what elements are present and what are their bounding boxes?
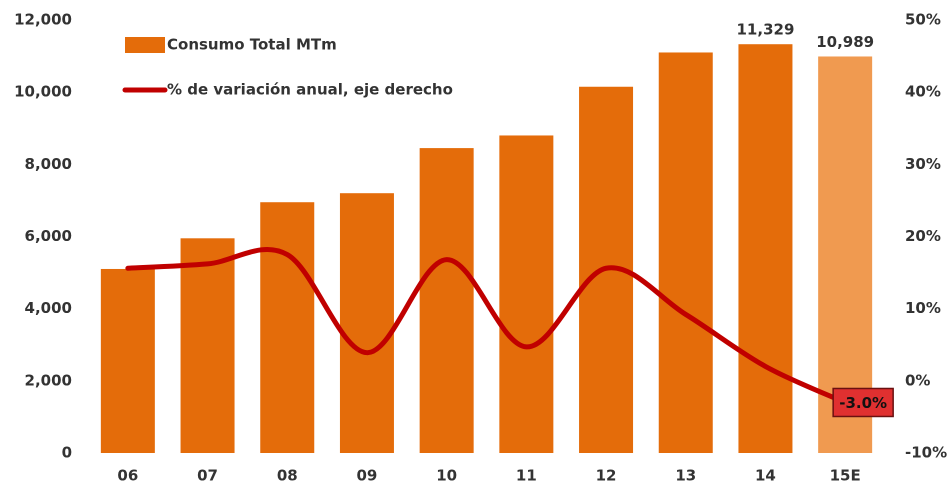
data-label: -3.0% (839, 394, 887, 412)
bar (260, 202, 315, 453)
data-label: 10,989 (816, 33, 874, 51)
y2-tick-label: -10% (905, 444, 947, 462)
y-tick-label: 2,000 (25, 371, 72, 389)
bar (658, 52, 713, 453)
bar (100, 268, 155, 453)
x-tick-label: 14 (755, 467, 776, 485)
bar (818, 56, 873, 453)
data-label-box (832, 387, 894, 418)
x-tick-label: 15E (830, 467, 861, 485)
bar (499, 135, 554, 453)
y-tick-label: 6,000 (25, 227, 72, 245)
y2-tick-label: 40% (905, 83, 941, 101)
bar (419, 148, 474, 454)
legend-label: % de variación anual, eje derecho (167, 81, 453, 99)
x-tick-label: 11 (516, 467, 537, 485)
y2-tick-label: 10% (905, 299, 941, 317)
x-tick-label: 10 (436, 467, 457, 485)
x-tick-label: 13 (675, 467, 696, 485)
x-tick-label: 07 (197, 467, 218, 485)
y-tick-label: 4,000 (25, 299, 72, 317)
x-tick-label: 06 (117, 467, 138, 485)
bar (180, 238, 235, 453)
y2-tick-label: 50% (905, 11, 941, 29)
legend-label: Consumo Total MTm (167, 36, 337, 54)
data-label: 11,329 (737, 21, 795, 39)
y2-tick-label: 30% (905, 155, 941, 173)
y-tick-label: 0 (62, 444, 72, 462)
y2-tick-label: 20% (905, 227, 941, 245)
bar (339, 193, 394, 453)
legend-swatch (125, 37, 165, 53)
y-tick-label: 10,000 (14, 83, 72, 101)
x-tick-label: 08 (277, 467, 298, 485)
line (125, 247, 848, 405)
x-tick-label: 09 (357, 467, 378, 485)
bar (738, 44, 793, 454)
y-tick-label: 12,000 (14, 11, 72, 29)
y2-tick-label: 0% (905, 371, 930, 389)
x-tick-label: 12 (596, 467, 617, 485)
y-tick-label: 8,000 (25, 155, 72, 173)
